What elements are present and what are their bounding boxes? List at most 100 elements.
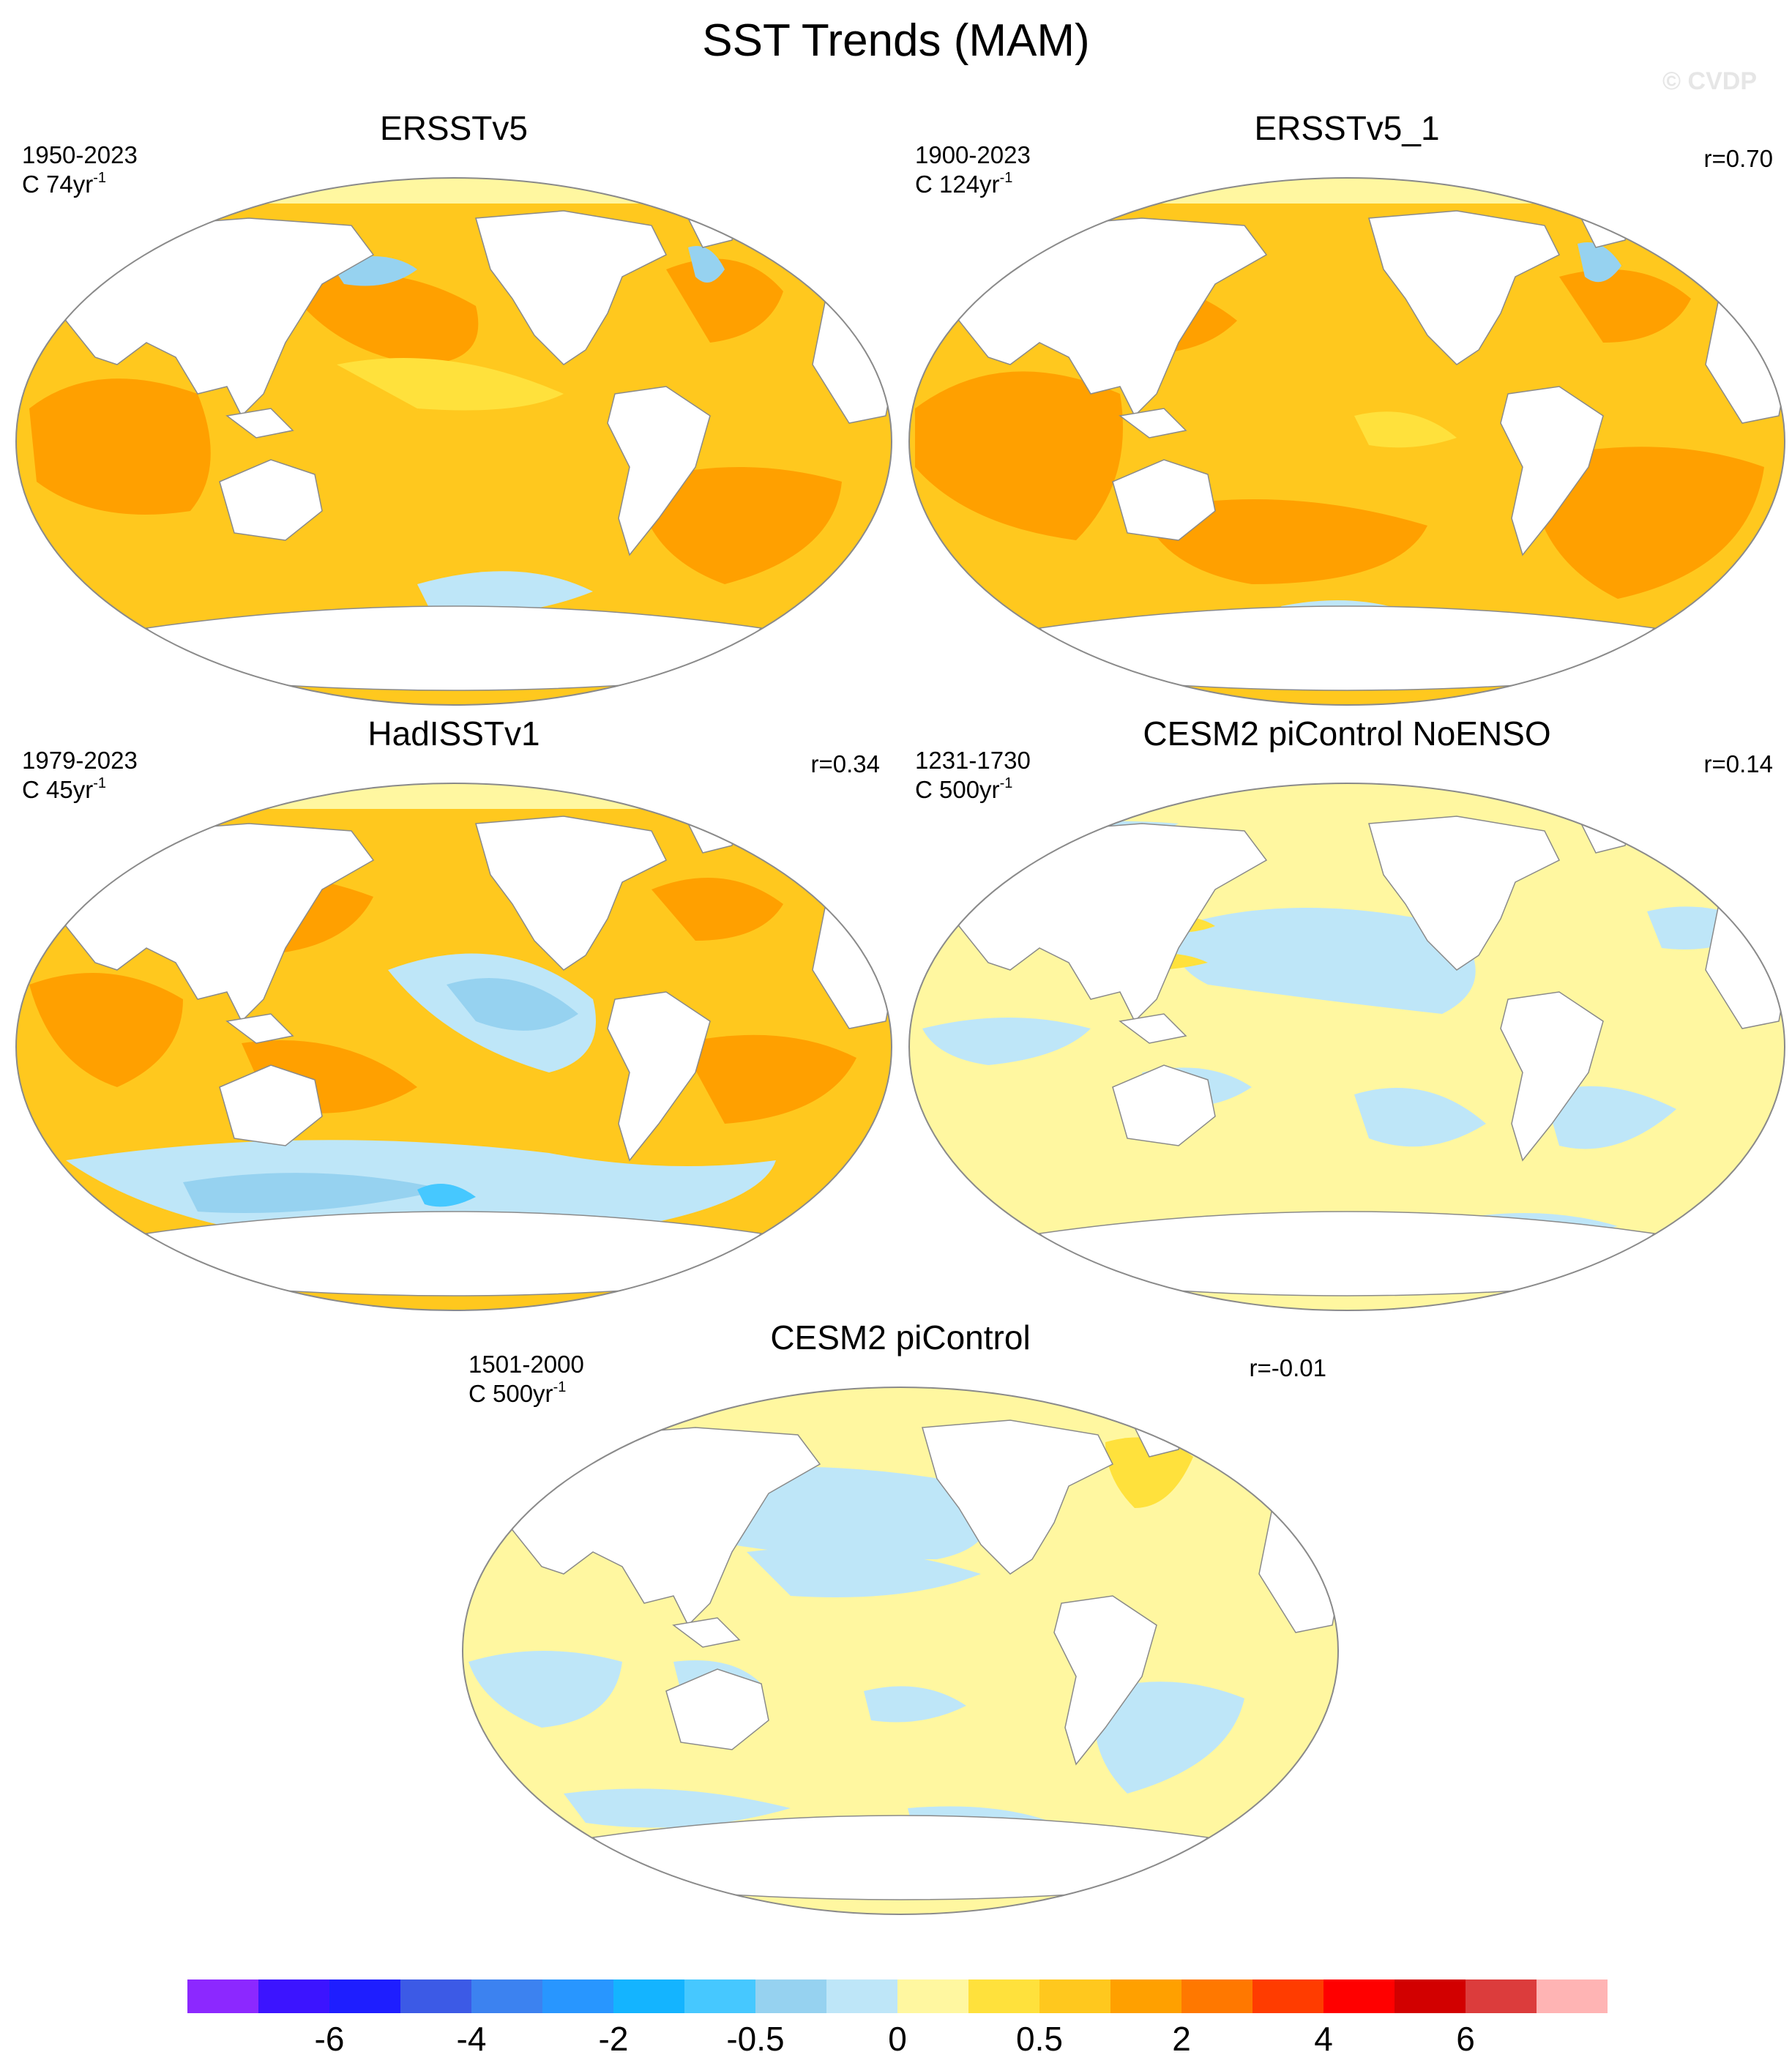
trend-region — [417, 1184, 476, 1207]
trend-units: C 500yr — [468, 1380, 553, 1407]
land-sa — [1500, 991, 1604, 1162]
colorbar-tick-label: -6 — [314, 2020, 345, 2058]
period-years: 1501-2000 — [468, 1351, 584, 1378]
arctic-band — [463, 1387, 1338, 1413]
land-aus — [1112, 459, 1216, 541]
colorbar-box — [755, 1979, 826, 2013]
land-indo — [1119, 1013, 1187, 1044]
colorbar-box — [1395, 1979, 1466, 2013]
map-outline — [908, 783, 1785, 1311]
land-ant — [591, 1815, 1209, 1900]
ocean-field — [16, 178, 892, 705]
land-ant — [1038, 1211, 1656, 1296]
trend-region — [285, 273, 479, 365]
map-panel-cesm2-picontrol-noenso: CESM2 piControl NoENSO 1231-1730 C 500yr… — [900, 714, 1792, 1314]
trend-exponent: -1 — [999, 775, 1013, 791]
land-ant — [145, 605, 763, 691]
map-panel-cesm2-picontrol: CESM2 piControl 1501-2000 C 500yr-1 r=-0… — [454, 1318, 1347, 1918]
colorbar-box — [258, 1979, 329, 2013]
trend-region — [1142, 499, 1427, 584]
colorbar-box — [1324, 1979, 1395, 2013]
trend-units: C 74yr — [22, 171, 94, 198]
trend-region — [29, 973, 183, 1087]
colorbar-box — [542, 1979, 613, 2013]
colorbar-box — [1252, 1979, 1324, 2013]
trend-exponent: -1 — [999, 170, 1013, 186]
map-outline — [908, 177, 1785, 706]
trend-region — [1354, 1088, 1486, 1147]
pattern-correlation: r=-0.01 — [1249, 1354, 1326, 1381]
colorbar-box — [187, 1979, 258, 2013]
trend-region — [922, 1018, 1091, 1065]
panel-title: ERSSTv5_1 — [1254, 109, 1440, 147]
pattern-correlation: r=0.14 — [1703, 750, 1774, 777]
trend-region — [1094, 1682, 1244, 1794]
land-sa — [1053, 1595, 1157, 1766]
colorbar-box — [471, 1979, 542, 2013]
map-panel-hadisstv1: HadISSTv1 1979-2023 C 45yr-1 r=0.34 — [7, 714, 900, 1314]
period-label: 1950-2023 C 74yr-1 — [22, 141, 138, 199]
land-indo — [225, 1013, 294, 1044]
land-na — [1368, 816, 1561, 971]
trend-region — [564, 1788, 791, 1828]
colorbar-box — [400, 1979, 471, 2013]
period-years: 1231-1730 — [915, 747, 1031, 774]
land-ant — [1038, 605, 1656, 691]
land-na — [1368, 210, 1561, 365]
colorbar-tick-label: -0.5 — [726, 2020, 785, 2058]
colorbar-box — [826, 1979, 897, 2013]
panel-title: CESM2 piControl — [770, 1318, 1031, 1357]
colorbar-tick-label: 4 — [1314, 2020, 1333, 2058]
period-years: 1900-2023 — [915, 141, 1031, 168]
trend-exponent: -1 — [553, 1379, 567, 1395]
colorbar-box — [1466, 1979, 1537, 2013]
ocean-field — [909, 783, 1785, 1310]
trend-region — [1354, 411, 1457, 448]
colorbar-box — [1181, 1979, 1252, 2013]
pattern-correlation: r=0.34 — [810, 750, 881, 777]
trend-region — [1175, 908, 1476, 1014]
period-label: 1501-2000 C 500yr-1 — [468, 1350, 584, 1408]
trend-region — [417, 571, 593, 615]
sst-trend-map — [908, 177, 1785, 706]
trend-region — [337, 358, 564, 411]
colorbar-box — [897, 1979, 968, 2013]
pattern-correlation: r=0.70 — [1703, 145, 1774, 172]
colorbar-box — [1537, 1979, 1608, 2013]
trend-region — [915, 371, 1123, 540]
trend-region — [447, 978, 578, 1031]
colorbar — [187, 1979, 1608, 2013]
trend-region — [1545, 1086, 1676, 1149]
period-years: 1950-2023 — [22, 141, 138, 168]
colorbar-box — [329, 1979, 400, 2013]
trend-region — [864, 1686, 966, 1723]
arctic-band — [16, 783, 892, 809]
colorbar-tick-label: -4 — [456, 2020, 487, 2058]
period-label: 1900-2023 C 124yr-1 — [915, 141, 1031, 199]
colorbar-tick-label: 6 — [1456, 2020, 1475, 2058]
trend-region — [1530, 447, 1764, 599]
trend-units: C 45yr — [22, 776, 94, 803]
trend-region — [29, 378, 211, 515]
colorbar-box — [968, 1979, 1039, 2013]
cvdp-watermark: © CVDP — [1662, 67, 1757, 95]
ocean-field — [909, 178, 1785, 705]
period-label: 1979-2023 C 45yr-1 — [22, 746, 138, 805]
panel-title: HadISSTv1 — [367, 714, 540, 753]
sst-trend-map — [15, 783, 892, 1311]
trend-region — [468, 1651, 622, 1728]
colorbar-box — [1039, 1979, 1110, 2013]
trend-units: C 500yr — [915, 776, 1000, 803]
map-panel-ersstv5-1: ERSSTv5_1 1900-2023 C 124yr-1 r=0.70 — [900, 108, 1792, 709]
map-outline — [462, 1387, 1339, 1915]
trend-region — [1559, 269, 1691, 343]
colorbar-tick-label: 2 — [1172, 2020, 1191, 2058]
colorbar-box — [684, 1979, 755, 2013]
land-indo — [1119, 408, 1187, 439]
sst-trend-map — [15, 177, 892, 706]
trend-units: C 124yr — [915, 171, 1000, 198]
land-ant — [145, 1211, 763, 1296]
land-indo — [672, 1617, 741, 1648]
ocean-field — [463, 1387, 1338, 1914]
sst-trend-map — [908, 783, 1785, 1311]
